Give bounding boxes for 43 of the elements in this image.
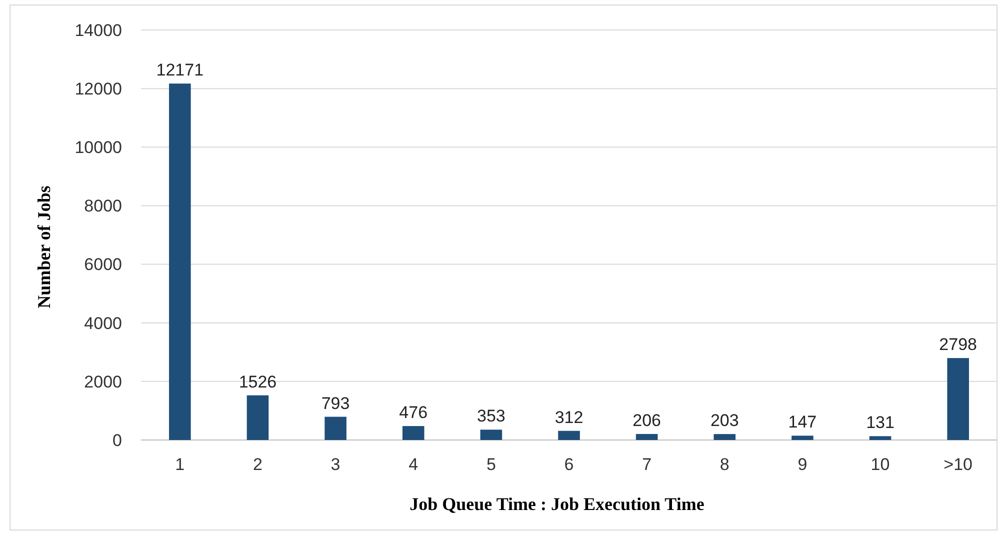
y-axis-title: Number of Jobs [34, 186, 54, 308]
x-tick-label: 7 [642, 455, 652, 474]
data-label: 206 [632, 410, 662, 430]
y-tick-label: 8000 [84, 196, 122, 216]
data-label: 147 [788, 412, 817, 432]
data-label: 2798 [939, 335, 978, 354]
data-label: 12171 [156, 60, 204, 80]
y-tick-label: 2000 [84, 372, 122, 392]
bar [558, 430, 580, 440]
x-tick-label: >10 [944, 455, 973, 474]
bar [169, 84, 191, 440]
bar [480, 430, 502, 440]
x-tick-label: 2 [252, 455, 262, 474]
bar [714, 434, 736, 440]
bar [792, 436, 814, 440]
data-label: 1526 [238, 372, 277, 392]
x-tick-label: 8 [720, 455, 730, 474]
data-label: 131 [866, 413, 894, 432]
x-tick-label: 1 [175, 455, 185, 474]
bar [324, 416, 346, 440]
x-tick-label: 4 [408, 455, 418, 474]
y-tick-label: 12000 [74, 80, 122, 99]
data-label: 476 [399, 403, 428, 422]
x-tick-label: 6 [564, 455, 574, 474]
y-tick-label: 14000 [74, 20, 122, 40]
x-tick-label: 9 [798, 455, 808, 474]
bar [246, 395, 269, 440]
bar [869, 436, 892, 440]
y-tick-label: 6000 [84, 255, 122, 274]
bar [947, 358, 969, 440]
bar [636, 434, 658, 440]
data-label: 793 [321, 394, 350, 413]
bar [402, 426, 424, 440]
data-label: 312 [554, 408, 584, 427]
x-tick-label: 10 [870, 455, 890, 474]
y-tick-label: 4000 [84, 314, 122, 333]
y-tick-label: 0 [112, 430, 122, 450]
x-axis-title: Job Queue Time : Job Execution Time [410, 494, 704, 514]
x-tick-label: 5 [486, 455, 496, 474]
x-tick-label: 3 [330, 455, 340, 474]
data-label: 353 [476, 406, 506, 426]
data-label: 203 [710, 411, 739, 430]
y-tick-label: 10000 [74, 138, 122, 158]
